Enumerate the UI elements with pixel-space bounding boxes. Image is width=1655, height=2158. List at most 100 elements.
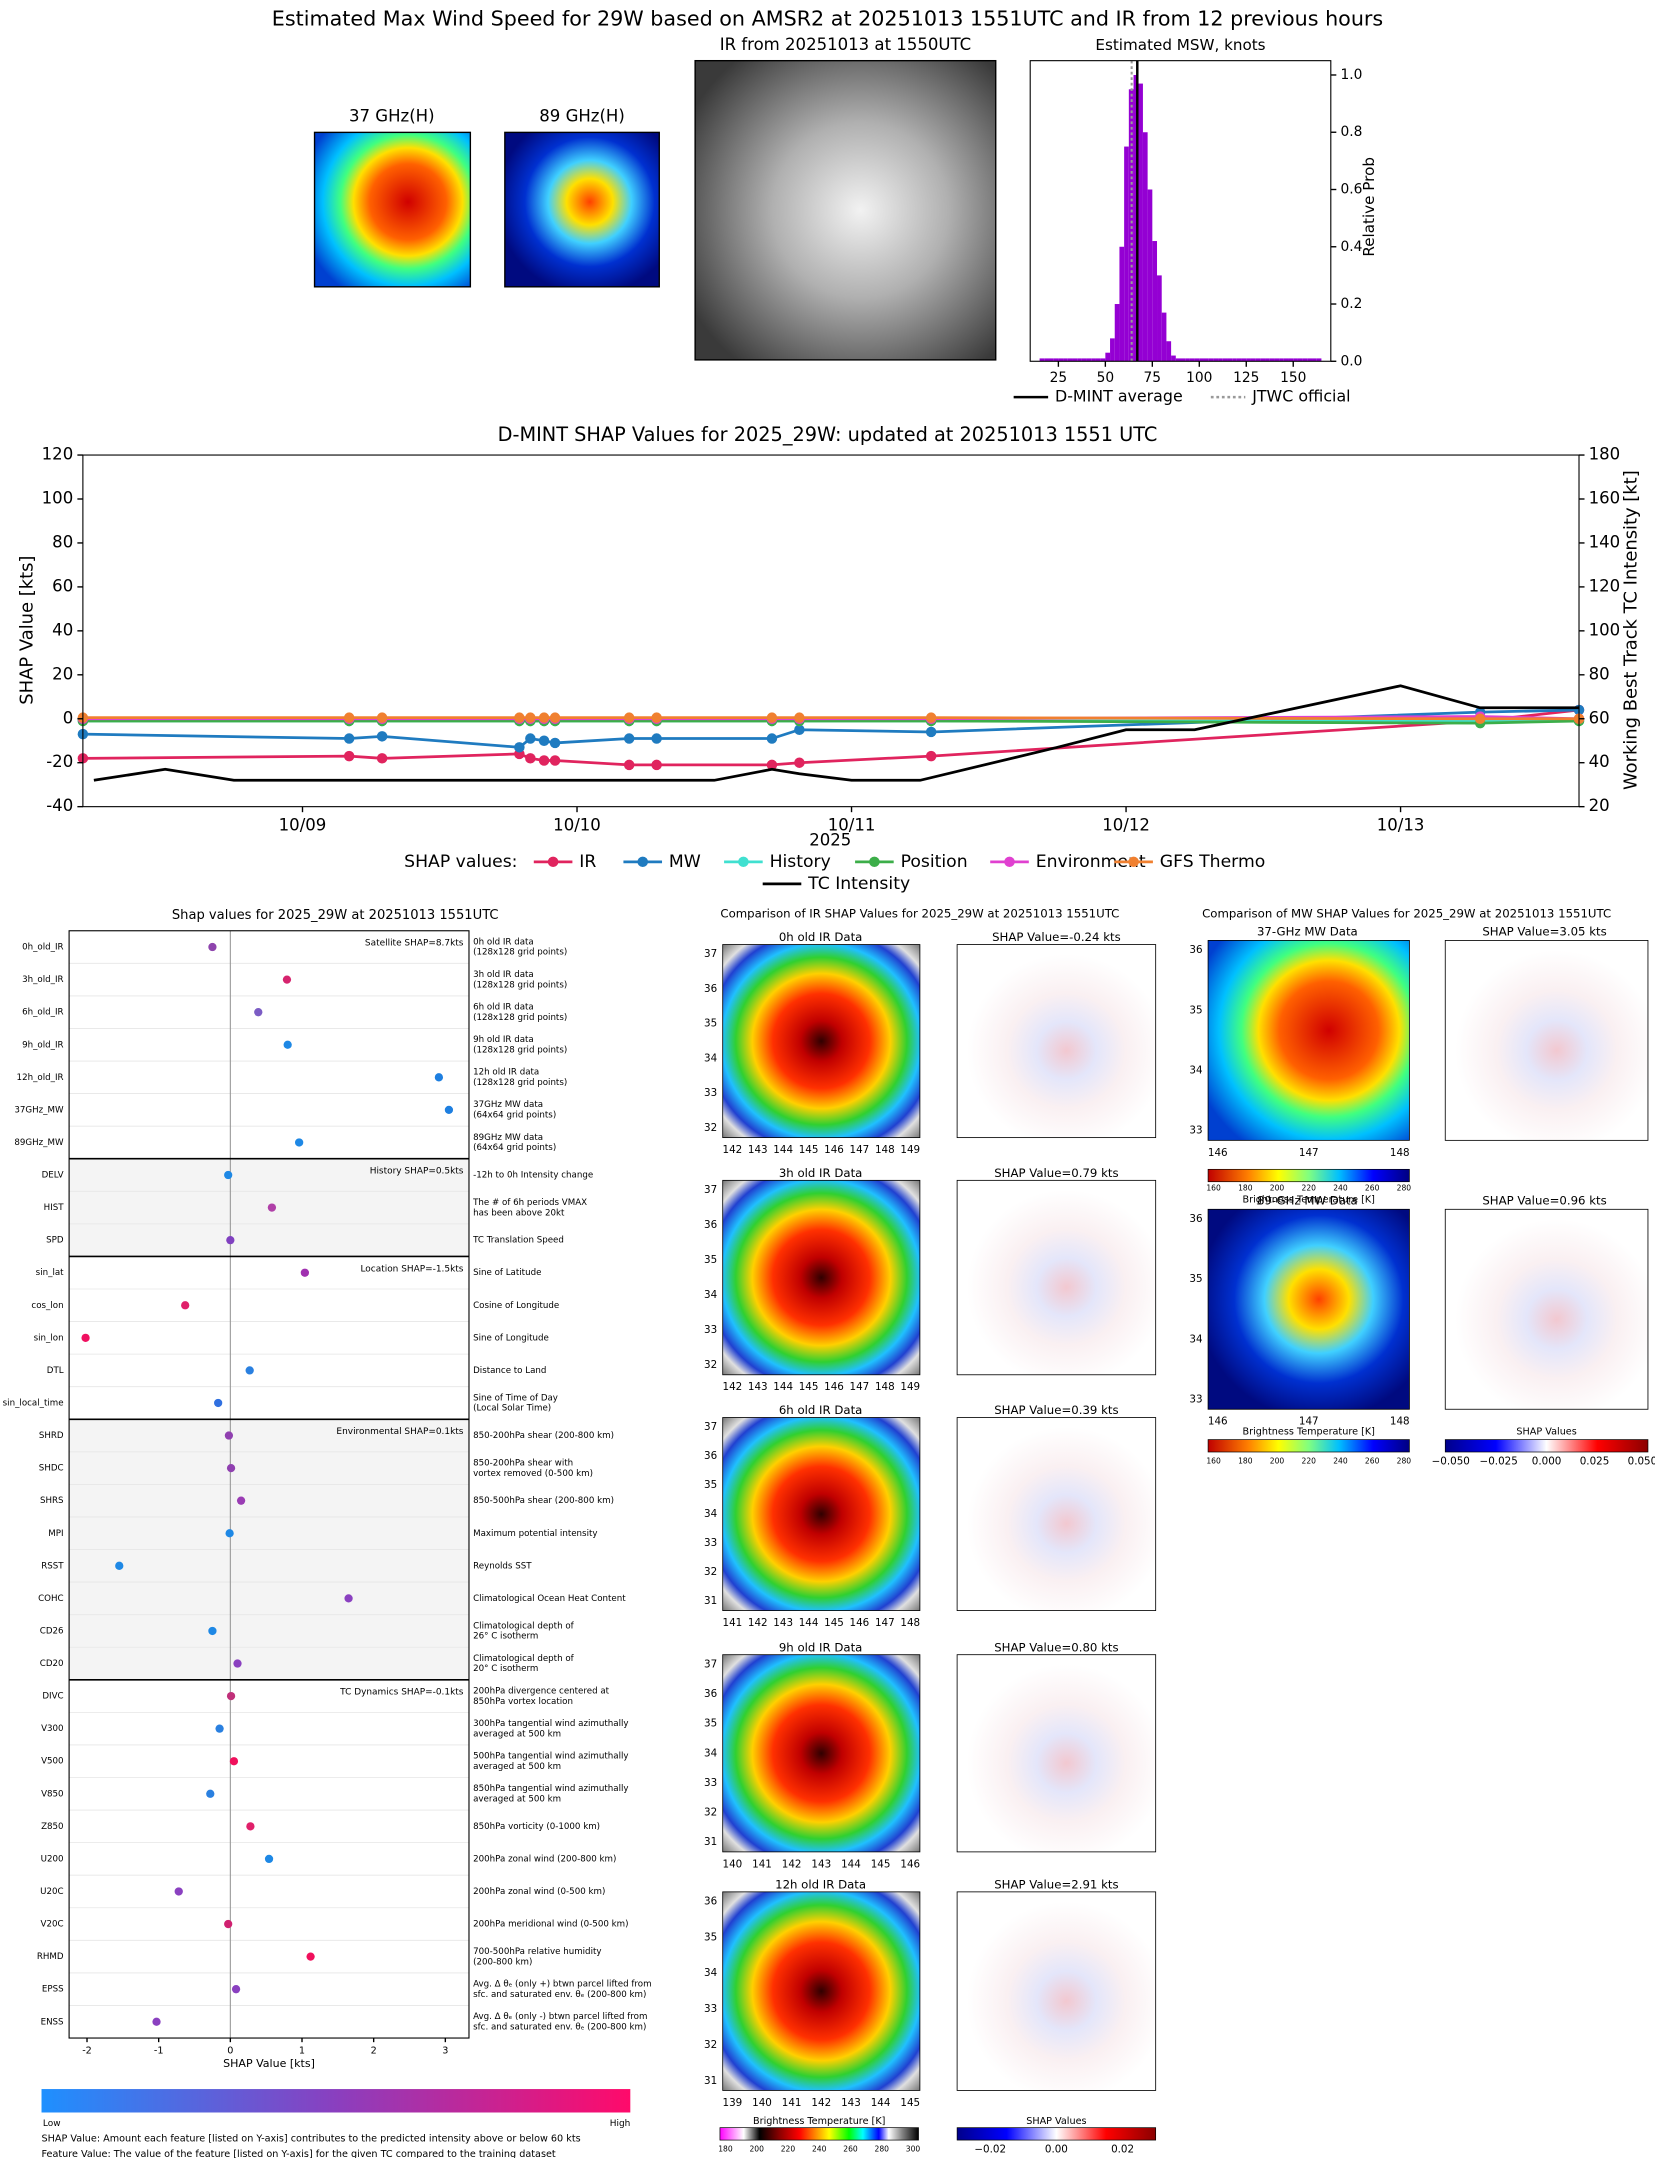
series-marker xyxy=(376,731,388,742)
colorbar-tick-label: 0.000 xyxy=(1532,1456,1562,1468)
x-tick-label: 50 xyxy=(1097,370,1115,386)
feature-description: has been above 20kt xyxy=(473,1208,565,1218)
bar xyxy=(1161,312,1167,362)
colorbar-tick-label: 260 xyxy=(1365,1457,1380,1466)
shap-image xyxy=(1444,940,1649,1141)
bar xyxy=(1307,358,1313,362)
feature-label: V850 xyxy=(41,1789,63,1799)
image-y-tick-label: 36 xyxy=(704,1219,717,1231)
image-x-tick-label: 142 xyxy=(782,1858,802,1870)
bar xyxy=(1105,352,1111,362)
y-tick-label: 60 xyxy=(52,576,73,595)
series-marker xyxy=(549,737,561,749)
series-marker xyxy=(376,712,388,723)
colorbar-tick-label: 200 xyxy=(749,2145,764,2154)
feature-description: (200-800 km) xyxy=(473,1957,532,1967)
series-marker xyxy=(343,733,355,744)
chart-title: Estimated MSW, knots xyxy=(1095,36,1265,54)
y2-tick-label: 160 xyxy=(1589,488,1621,507)
feature-label: 0h_old_IR xyxy=(22,943,64,953)
shap-image xyxy=(956,1417,1157,1611)
bar xyxy=(1091,358,1096,362)
shap-image xyxy=(956,1654,1157,1853)
bar xyxy=(1081,358,1087,362)
y2-tick-label: 100 xyxy=(1589,620,1621,639)
x-tick-label: 10/13 xyxy=(1377,815,1425,834)
feature-description: (128x128 grid points) xyxy=(473,1013,567,1023)
bar xyxy=(1246,358,1251,362)
image-x-tick-label: 142 xyxy=(748,1617,768,1629)
colorbar-tick-label: 160 xyxy=(1206,1184,1221,1193)
image-y-tick-label: 37 xyxy=(704,1184,717,1196)
image-x-tick-label: 144 xyxy=(773,1381,793,1393)
feature-description: Climatological depth of xyxy=(473,1621,575,1631)
colorbar-tick-label: 220 xyxy=(1302,1457,1317,1466)
series-marker xyxy=(525,733,536,744)
image-y-tick-label: 32 xyxy=(704,1566,717,1578)
mw-image xyxy=(1207,940,1410,1141)
feature-dot xyxy=(215,1724,224,1733)
image-y-tick-label: 37 xyxy=(704,1658,717,1670)
feature-label: DIVC xyxy=(42,1692,63,1702)
bar xyxy=(1124,146,1129,362)
colorbar-tick-label: 0.02 xyxy=(1111,2144,1134,2156)
feature-description: Climatological depth of xyxy=(473,1654,575,1664)
feature-dot xyxy=(226,1691,236,1701)
plot-frame xyxy=(82,454,1580,808)
feature-dot xyxy=(283,1040,292,1049)
image-y-tick-label: 33 xyxy=(704,2003,717,2015)
shap-image xyxy=(956,944,1157,1139)
bar xyxy=(1288,358,1294,362)
legend-marker xyxy=(738,856,749,868)
feature-dot xyxy=(225,1529,234,1538)
feature-dot xyxy=(434,1073,444,1082)
panel-title: 89 GHz(H) xyxy=(539,107,625,126)
image-y-tick-label: 36 xyxy=(704,1688,717,1700)
colorbar-tick-label: 220 xyxy=(781,2145,796,2154)
panel-title: 37 GHz(H) xyxy=(349,107,435,126)
feature-description: Distance to Land xyxy=(473,1366,546,1376)
bar xyxy=(1166,341,1172,362)
bar xyxy=(1218,358,1223,362)
feature-label: ENSS xyxy=(41,2017,64,2027)
feature-description: (Local Solar Time) xyxy=(473,1404,551,1414)
feature-description: 89GHz MW data xyxy=(473,1133,543,1143)
image-y-tick-label: 31 xyxy=(704,2075,717,2087)
feature-dot xyxy=(282,975,292,984)
feature-dot xyxy=(81,1333,90,1342)
x-tick-label: 10/09 xyxy=(279,815,327,834)
colorbar-tick-label: 260 xyxy=(843,2145,858,2154)
feature-label: V20C xyxy=(41,1920,64,1930)
bar xyxy=(1119,246,1125,362)
bar xyxy=(1039,358,1045,362)
image-x-tick-label: 143 xyxy=(748,1144,768,1156)
image-x-tick-label: 146 xyxy=(824,1144,844,1156)
image-y-tick-label: 34 xyxy=(704,1289,717,1301)
feature-description: 850hPa vorticity (0-1000 km) xyxy=(473,1822,600,1832)
feature-description: 26° C isotherm xyxy=(473,1632,538,1642)
feature-description: Climatological Ocean Heat Content xyxy=(473,1594,626,1604)
bar xyxy=(1086,358,1092,362)
legend-label: Position xyxy=(901,852,968,872)
x-tick-label: 100 xyxy=(1186,370,1212,386)
image-x-tick-label: 146 xyxy=(900,1858,920,1870)
series-line xyxy=(82,716,1580,721)
y2-tick-label: 40 xyxy=(1589,752,1610,771)
y-tick-label: 80 xyxy=(52,532,73,551)
image-x-tick-label: 148 xyxy=(1390,1416,1410,1428)
feature-description: 850-200hPa shear with xyxy=(473,1458,573,1468)
x-tick-label: -1 xyxy=(154,2045,164,2056)
bar xyxy=(1265,358,1270,362)
feature-description: 850-500hPa shear (200-800 km) xyxy=(473,1496,614,1506)
group-label: TC Dynamics SHAP=-0.1kts xyxy=(339,1688,464,1698)
group-band xyxy=(69,1256,469,1420)
image-y-tick-label: 32 xyxy=(704,1359,717,1371)
feature-description: The # of 6h periods VMAX xyxy=(472,1198,587,1208)
y-tick-label: 0.6 xyxy=(1340,182,1362,198)
bar xyxy=(1274,358,1280,362)
bar xyxy=(1194,358,1200,362)
y-tick-label: 100 xyxy=(42,488,74,507)
image-title: 37-GHz MW Data xyxy=(1257,925,1358,939)
image-x-tick-label: 143 xyxy=(748,1381,768,1393)
plot-frame xyxy=(1029,60,1332,362)
